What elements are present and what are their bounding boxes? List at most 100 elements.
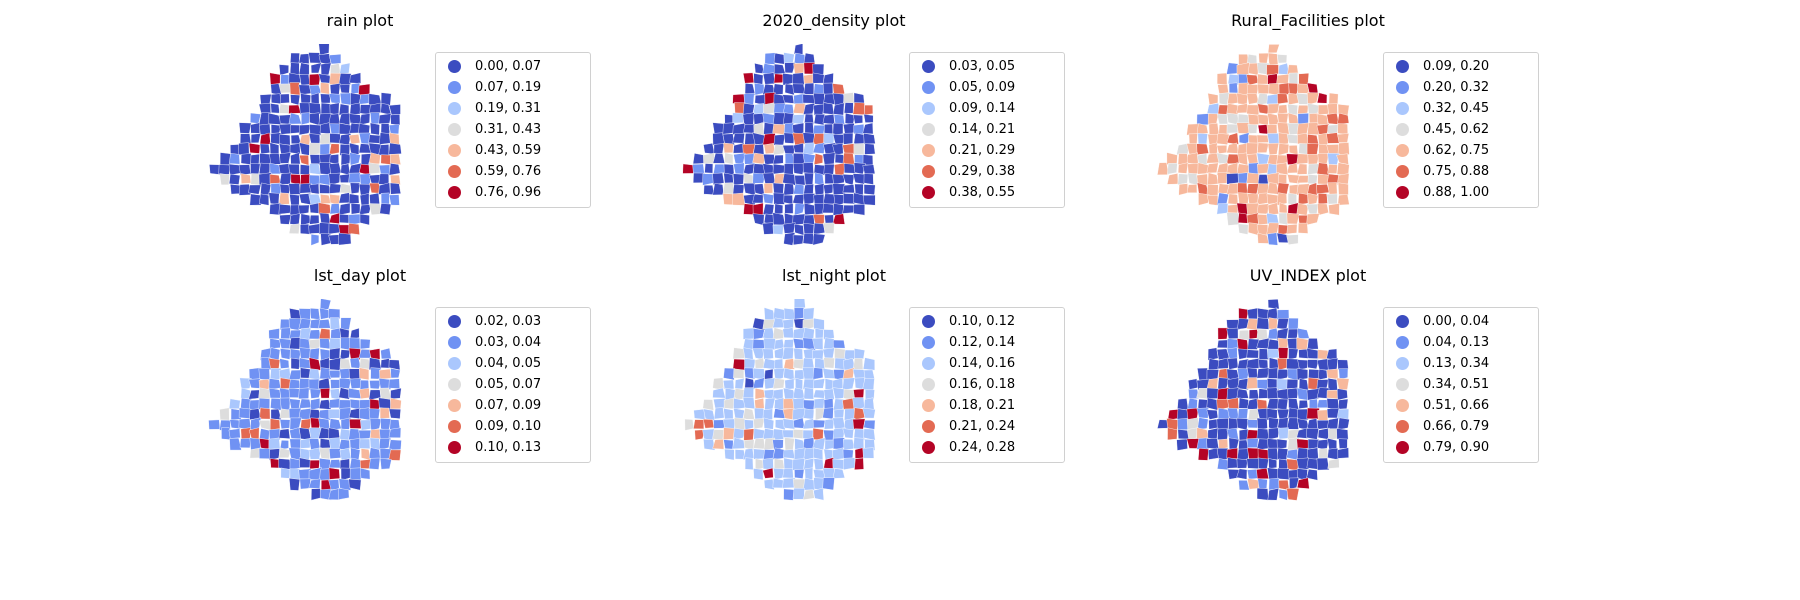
map-region	[803, 408, 815, 420]
map-region	[240, 173, 252, 184]
map-region	[852, 397, 865, 410]
legend-marker	[922, 165, 935, 178]
map-region	[348, 347, 361, 360]
legend-label: 0.32, 0.45	[1423, 101, 1490, 116]
map-region	[330, 63, 341, 75]
map-region	[782, 144, 795, 155]
map-region	[753, 73, 764, 85]
legend-label: 0.29, 0.38	[949, 164, 1016, 179]
map-region	[228, 153, 241, 165]
legend-marker	[1396, 357, 1409, 370]
map-region	[762, 172, 776, 185]
map-region	[1277, 347, 1289, 360]
map-region	[1316, 113, 1329, 125]
map-region	[792, 458, 806, 471]
map-region	[390, 367, 401, 379]
map-region	[1256, 428, 1270, 440]
map-region	[864, 143, 876, 155]
map-region	[359, 438, 371, 449]
map-region	[784, 62, 796, 74]
map-region	[852, 102, 865, 115]
map-region	[1307, 359, 1320, 370]
map-region	[328, 467, 341, 480]
map-region	[359, 338, 371, 350]
map-region	[1288, 145, 1299, 156]
map-region	[783, 194, 793, 205]
map-region	[1226, 319, 1240, 331]
map-region	[723, 172, 734, 185]
map-region	[804, 172, 814, 186]
map-region	[290, 357, 301, 370]
map-region	[298, 398, 312, 409]
map-region	[743, 182, 756, 196]
map-region	[299, 182, 312, 194]
map-region	[852, 192, 866, 206]
map-region	[733, 427, 746, 441]
map-region	[712, 152, 726, 164]
map-region	[773, 134, 786, 146]
map-region	[813, 83, 825, 94]
map-region	[1306, 203, 1319, 215]
map-region	[348, 134, 361, 145]
map-region	[309, 388, 322, 399]
legend-marker	[922, 357, 935, 370]
map-region	[822, 152, 836, 165]
map-region	[713, 407, 725, 420]
legend-marker	[1396, 123, 1409, 136]
map-region	[782, 467, 794, 479]
map-region	[1267, 447, 1279, 461]
map-region	[329, 337, 341, 351]
legend-label: 0.34, 0.51	[1423, 377, 1490, 392]
legend-marker	[922, 315, 935, 328]
map-region	[742, 407, 755, 420]
legend-entry: 0.59, 0.76	[436, 161, 590, 182]
map-region	[320, 62, 332, 76]
map-region	[744, 457, 754, 470]
map-region	[814, 328, 824, 339]
map-region	[1267, 427, 1280, 440]
map-region	[1246, 142, 1259, 155]
map-region	[863, 132, 876, 145]
map-region	[1257, 478, 1268, 490]
map-region	[258, 448, 272, 460]
map-region	[1307, 153, 1320, 166]
map-region	[842, 174, 855, 186]
legend-label: 0.00, 0.04	[1423, 314, 1490, 329]
map-region	[339, 358, 352, 370]
map-region	[319, 338, 332, 350]
map-region	[862, 447, 875, 459]
legend-entry: 0.18, 0.21	[910, 395, 1064, 416]
map-region	[1296, 122, 1310, 135]
map-region	[783, 132, 795, 144]
map-region	[842, 132, 854, 145]
map-region	[289, 213, 301, 226]
map-region	[853, 123, 865, 135]
map-region	[762, 467, 774, 479]
map-region	[289, 143, 301, 155]
map-region	[288, 223, 300, 234]
map-region	[1227, 193, 1239, 205]
map-region	[794, 175, 806, 186]
map-region	[338, 73, 352, 86]
map-region	[1267, 52, 1279, 66]
map-region	[1297, 327, 1310, 339]
map-region	[843, 457, 856, 471]
map-region	[1236, 92, 1248, 105]
legend-label: 0.88, 1.00	[1423, 185, 1490, 200]
map-region	[378, 377, 392, 391]
map-region	[1207, 172, 1219, 186]
map-region	[763, 478, 775, 490]
map-region	[1267, 202, 1279, 215]
legend-marker	[1396, 60, 1409, 73]
map-region	[1337, 173, 1350, 186]
map-region	[773, 408, 786, 419]
legend-marker	[448, 399, 461, 412]
map-region	[783, 339, 794, 350]
map-region	[832, 437, 845, 450]
map-region	[772, 123, 786, 135]
map-region	[863, 420, 876, 430]
map-region	[248, 378, 261, 389]
map-region	[712, 183, 725, 196]
legend-marker	[448, 186, 461, 199]
map-region	[1226, 103, 1239, 116]
